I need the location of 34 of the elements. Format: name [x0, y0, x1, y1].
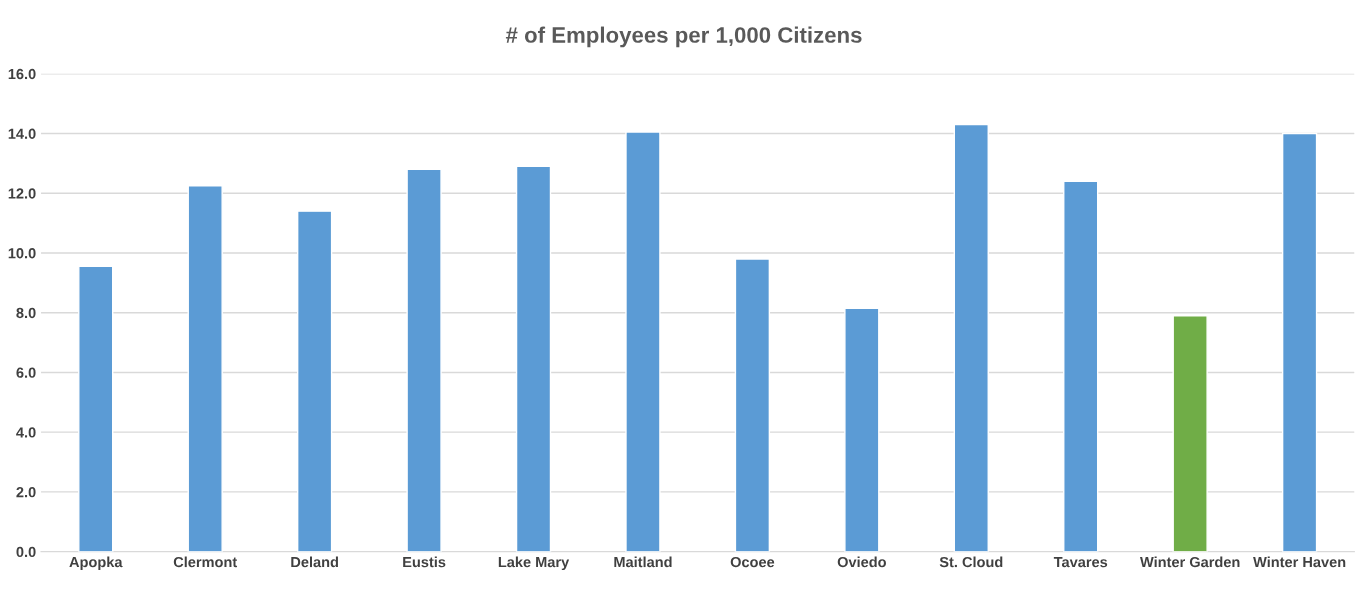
x-tick-label: Apopka: [69, 556, 123, 571]
bar: [953, 123, 989, 552]
bar: [515, 165, 552, 552]
x-tick-label: Oviedo: [837, 556, 886, 568]
y-tick-label: 6.0: [16, 367, 36, 378]
x-tick-label: Lake Mary: [498, 556, 570, 571]
y-tick-label: 12.0: [8, 188, 36, 199]
x-tick-label: Clermont: [173, 556, 238, 568]
bar: [1172, 314, 1208, 552]
x-tick-label: Tavares: [1053, 557, 1108, 568]
bar: [187, 185, 223, 552]
bar: [844, 307, 880, 552]
bar: [78, 265, 114, 552]
chart-title: # of Employees per 1,000 Citizens: [505, 26, 862, 48]
y-tick-label: 4.0: [16, 427, 36, 438]
x-tick-label: Maitland: [614, 556, 672, 568]
bar: [406, 168, 442, 552]
x-tick-label: Winter Garden: [1140, 556, 1240, 568]
y-tick-label: 2.0: [16, 487, 36, 498]
bar: [734, 258, 771, 552]
x-tick-label: Ocoee: [730, 556, 775, 568]
bar: [296, 210, 333, 552]
y-tick-label: 10.0: [8, 248, 36, 259]
bar: [1063, 180, 1099, 552]
x-tick-label: Deland: [291, 556, 338, 568]
x-tick-label: Winter Haven: [1253, 556, 1346, 568]
y-tick-label: 0.0: [16, 546, 36, 558]
y-tick-label: 8.0: [16, 307, 36, 319]
y-tick-label: 16.0: [8, 68, 36, 80]
x-tick-label: St. Cloud: [939, 556, 1003, 568]
y-tick-label: 14.0: [8, 128, 36, 139]
bar: [1281, 132, 1318, 552]
bar: [625, 131, 661, 552]
x-tick-label: Eustis: [403, 556, 446, 568]
